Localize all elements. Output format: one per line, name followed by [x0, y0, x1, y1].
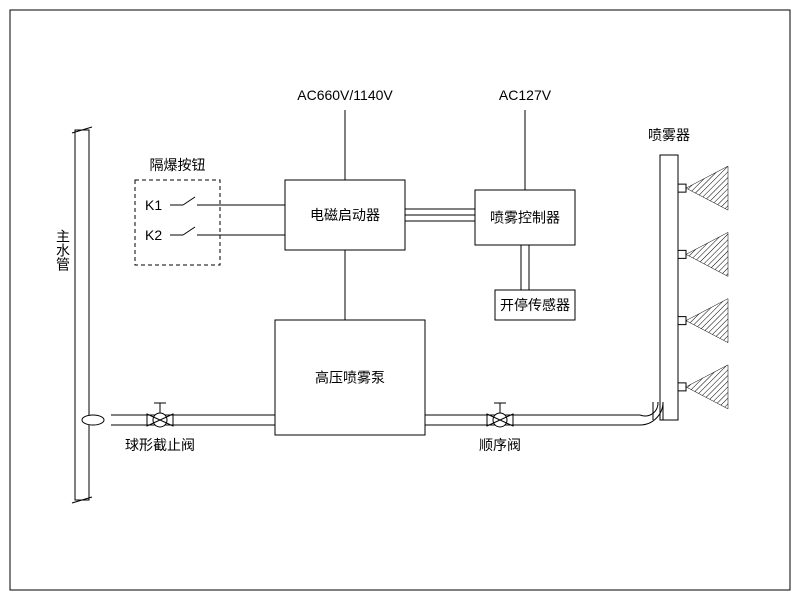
spray-cone: [686, 232, 728, 276]
flameproof-button-label: 隔爆按钮: [150, 157, 206, 173]
sequence-valve-label: 顺序阀: [479, 437, 521, 453]
main-pipe-label: 主水管: [55, 229, 71, 271]
spray-cone: [686, 299, 728, 343]
spray-cone: [686, 166, 728, 210]
pump-label: 高压喷雾泵: [315, 370, 385, 386]
sprayer-body: [660, 155, 678, 420]
ac-main-label: AC660V/1140V: [297, 87, 393, 103]
main-pipe: [75, 130, 89, 500]
ball-valve-label: 球形截止阀: [125, 437, 195, 453]
spray-cone: [686, 365, 728, 409]
k1-label: K1: [145, 197, 162, 213]
sensor-label: 开停传感器: [500, 297, 570, 313]
k2-label: K2: [145, 227, 162, 243]
em-starter-label: 电磁启动器: [310, 207, 380, 223]
ac-ctrl-label: AC127V: [499, 87, 552, 103]
sprayer-label: 喷雾器: [648, 127, 690, 143]
flameproof-button-box: [135, 180, 220, 265]
spray-controller-label: 喷雾控制器: [490, 210, 560, 226]
